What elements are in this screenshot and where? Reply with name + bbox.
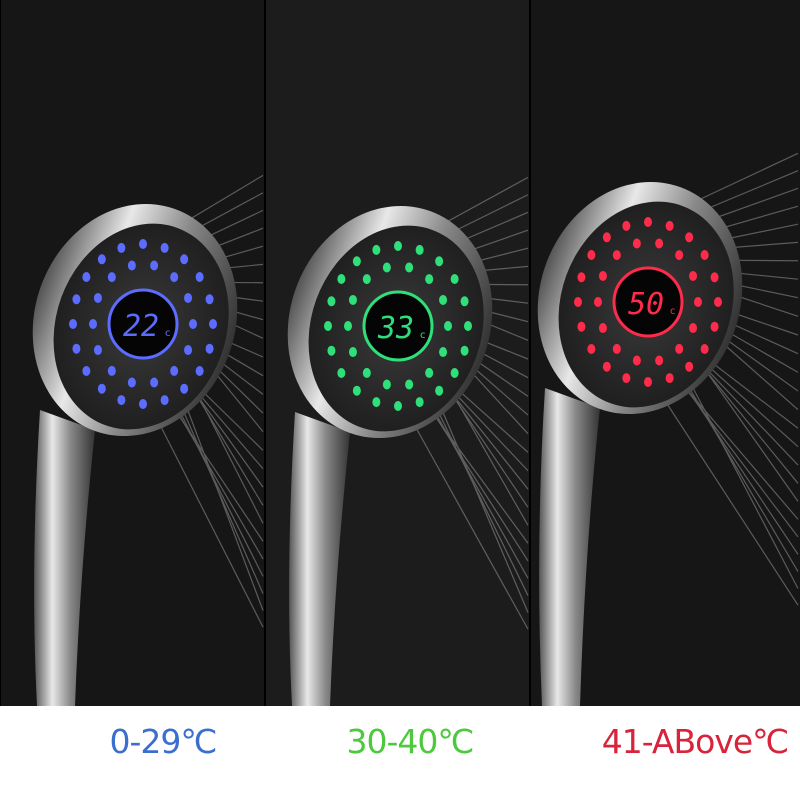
temp-range-label-warm: 30-40℃ — [346, 722, 475, 761]
temperature-display-reading: 22 — [123, 309, 159, 344]
temp-range-label-cool: 0-29℃ — [109, 722, 218, 761]
shower-handle — [539, 388, 600, 706]
led-nozzles — [574, 217, 722, 387]
temp-range-label-hot: 41-ABove℃ — [601, 722, 789, 761]
temperature-display-ring — [362, 290, 434, 362]
led-nozzles — [69, 239, 217, 409]
temperature-display-reading: 50 — [628, 287, 664, 322]
led-nozzles — [324, 241, 472, 411]
temperature-display-ring — [107, 288, 179, 360]
shower-handle — [289, 412, 350, 706]
celsius-unit-icon: c — [420, 330, 426, 341]
temperature-display-reading: 33 — [377, 311, 414, 346]
celsius-unit-icon: c — [165, 328, 171, 339]
water-spray — [409, 176, 529, 630]
shower-head-photo: 22 c 33 c 50 c — [0, 0, 800, 706]
panel: 50 c — [529, 0, 800, 706]
panel: 22 c — [0, 0, 265, 706]
celsius-unit-icon: c — [670, 306, 676, 317]
shower-handle — [34, 410, 95, 706]
temperature-display-ring — [612, 266, 684, 338]
panel: 33 c — [264, 0, 530, 706]
